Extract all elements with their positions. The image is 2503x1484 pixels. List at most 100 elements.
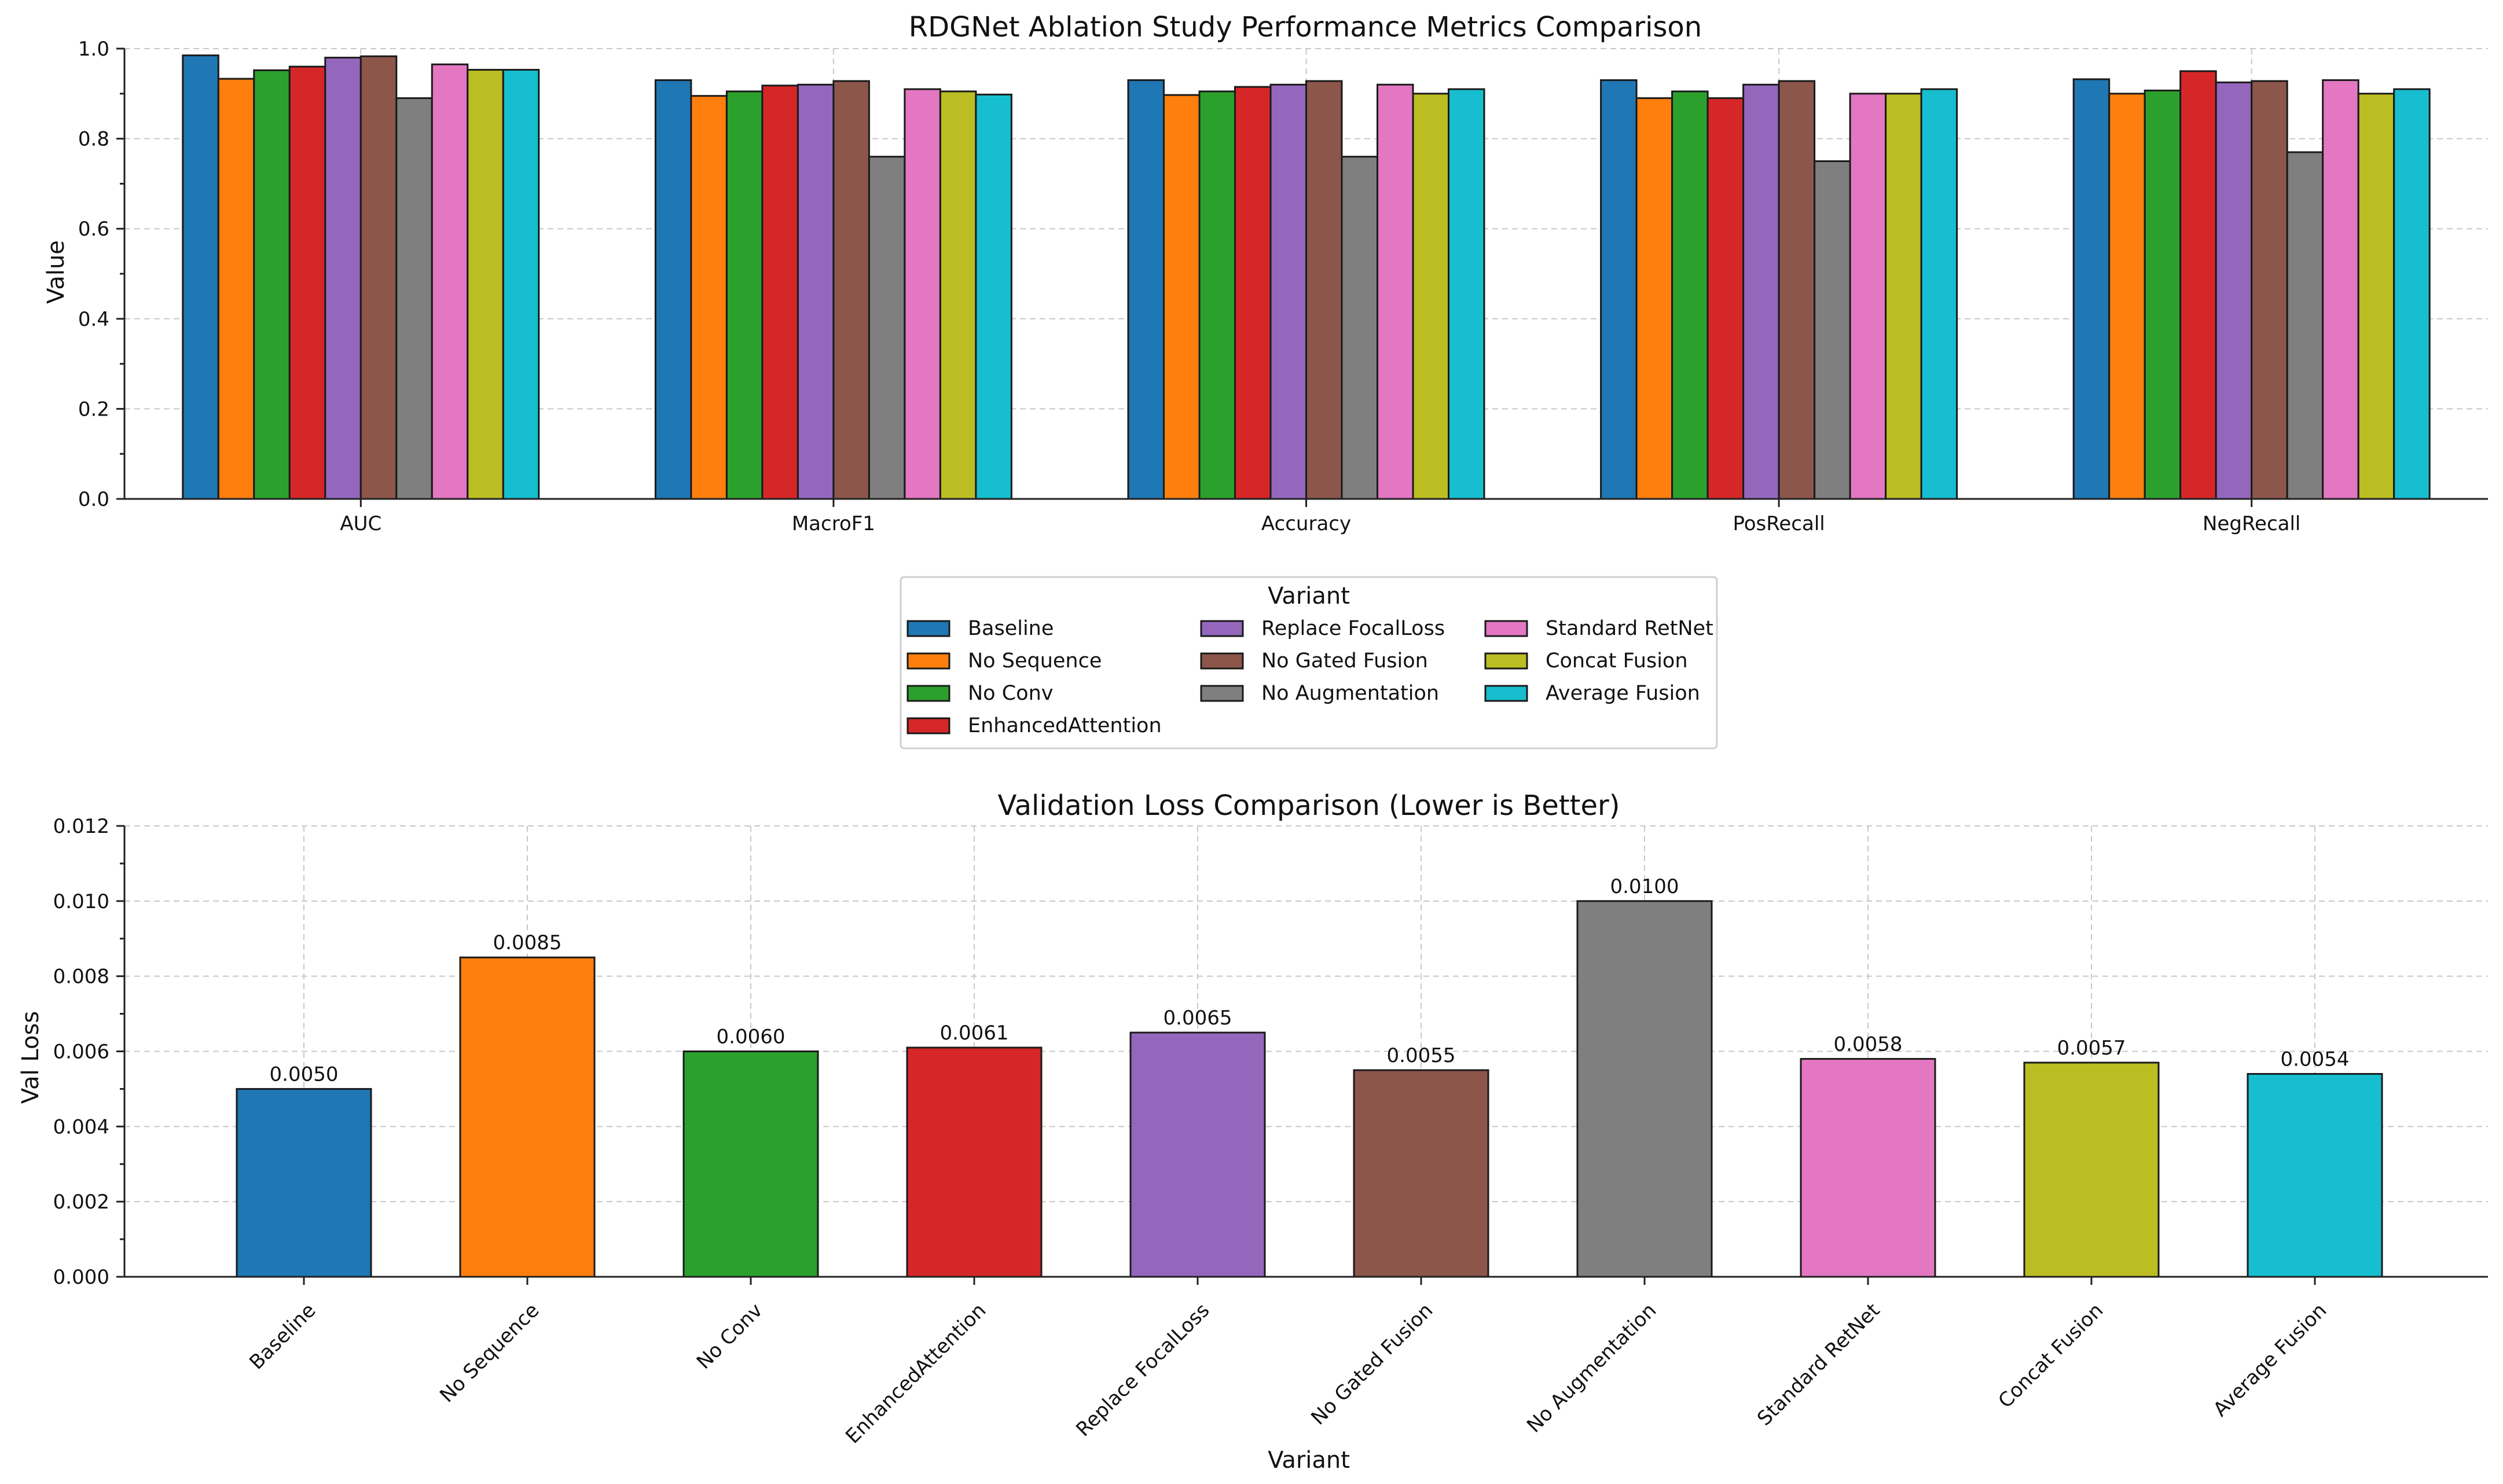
bar-macrof1-concat-fusion (939, 90, 977, 500)
bar-negrecall-no-sequence (2108, 93, 2146, 500)
bar-accuracy-enhancedattention (1234, 86, 1272, 500)
bar-auc-no-sequence (217, 78, 255, 500)
bar-posrecall-baseline (1600, 79, 1638, 500)
loss-y-tick-label: 0.000 (53, 1266, 109, 1289)
bar-accuracy-replace-focalloss (1269, 83, 1307, 500)
bar-negrecall-baseline (2072, 78, 2111, 500)
legend-swatch-no-sequence (906, 652, 950, 670)
legend-swatch-replace-focalloss (1200, 620, 1244, 637)
bar-accuracy-standard-retnet (1377, 83, 1414, 500)
bar-accuracy-baseline (1127, 79, 1165, 500)
metrics-x-tick-label: PosRecall (1733, 512, 1825, 535)
loss-x-tick-label: No Augmentation (1522, 1299, 1661, 1437)
loss-x-tick-label: EnhancedAttention (841, 1299, 990, 1448)
loss-bar-replace-focalloss (1129, 1031, 1266, 1278)
bar-auc-no-conv (253, 69, 291, 500)
bar-auc-replace-focalloss (324, 57, 362, 500)
bar-posrecall-no-conv (1671, 90, 1709, 500)
bar-macrof1-average-fusion (975, 93, 1012, 500)
loss-x-tick-label: Baseline (245, 1299, 320, 1374)
loss-bar-no-conv (682, 1050, 819, 1278)
legend-label-average-fusion: Average Fusion (1546, 682, 1700, 705)
bar-negrecall-no-conv (2144, 89, 2182, 500)
loss-x-tick-label: No Gated Fusion (1306, 1299, 1437, 1430)
bar-auc-average-fusion (502, 69, 540, 500)
bar-negrecall-concat-fusion (2357, 93, 2395, 500)
bar-macrof1-enhancedattention (761, 85, 799, 500)
metrics-chart: RDGNet Ablation Study Performance Metric… (43, 11, 2488, 535)
bar-accuracy-no-gated-fusion (1305, 80, 1343, 500)
legend-swatch-no-conv (906, 685, 950, 702)
metrics-x-tick-label: Accuracy (1261, 512, 1351, 535)
loss-value-label-replace-focalloss: 0.0065 (1164, 1007, 1232, 1030)
legend-swatch-baseline (906, 620, 950, 637)
loss-y-tick-label: 0.012 (53, 815, 109, 838)
bar-accuracy-no-sequence (1163, 94, 1201, 500)
legend: Variant Baseline No Sequence No Conv Enhanc… (900, 576, 1718, 750)
metrics-y-tick-label: 1.0 (78, 38, 109, 61)
bar-macrof1-baseline (654, 79, 692, 500)
loss-value-label-standard-retnet: 0.0058 (1834, 1033, 1903, 1056)
legend-title: Variant (1268, 583, 1350, 609)
bar-negrecall-no-augmentation (2286, 151, 2324, 500)
loss-x-tick-label: Standard RetNet (1753, 1299, 1884, 1430)
bar-macrof1-no-conv (725, 90, 764, 500)
loss-y-tick-label: 0.006 (53, 1041, 109, 1064)
loss-x-tick-label: Average Fusion (2209, 1299, 2332, 1421)
metrics-chart-title: RDGNet Ablation Study Performance Metric… (909, 11, 1702, 43)
legend-swatch-no-gated-fusion (1200, 652, 1244, 670)
loss-value-label-no-augmentation: 0.0100 (1610, 875, 1679, 898)
bar-posrecall-no-augmentation (1814, 160, 1851, 500)
legend-label-no-conv: No Conv (968, 682, 1053, 705)
loss-bar-baseline (236, 1088, 372, 1278)
loss-x-axis-label: Variant (1268, 1447, 1350, 1474)
loss-value-label-average-fusion: 0.0054 (2281, 1048, 2350, 1071)
bar-accuracy-no-conv (1198, 90, 1236, 500)
loss-y-tick-label: 0.010 (53, 890, 109, 913)
bar-auc-enhancedattention (288, 65, 326, 500)
loss-bar-no-sequence (459, 956, 596, 1278)
bar-posrecall-concat-fusion (1885, 93, 1922, 500)
bar-posrecall-replace-focalloss (1742, 83, 1780, 500)
bar-macrof1-no-gated-fusion (832, 80, 870, 500)
legend-frame (900, 576, 1718, 750)
bar-negrecall-average-fusion (2393, 88, 2431, 500)
bar-macrof1-no-augmentation (868, 156, 906, 500)
metrics-y-tick-label: 0.4 (78, 308, 109, 331)
loss-bar-no-augmentation (1576, 900, 1713, 1278)
loss-bar-enhancedattention (906, 1046, 1043, 1278)
bar-accuracy-no-augmentation (1341, 156, 1378, 500)
bar-macrof1-replace-focalloss (797, 83, 835, 500)
bar-negrecall-standard-retnet (2322, 79, 2359, 500)
bar-accuracy-concat-fusion (1412, 93, 1449, 500)
legend-swatch-concat-fusion (1484, 652, 1528, 670)
metrics-y-tick-label: 0.8 (78, 128, 109, 151)
metrics-x-tick-label: NegRecall (2203, 512, 2300, 535)
bar-posrecall-enhancedattention (1706, 97, 1745, 500)
metrics-y-tick-label: 0.2 (78, 398, 109, 421)
loss-y-tick-label: 0.004 (53, 1115, 109, 1138)
legend-label-no-gated-fusion: No Gated Fusion (1261, 649, 1428, 673)
bar-auc-no-augmentation (395, 97, 433, 500)
metrics-y-tick-label: 0.6 (78, 218, 109, 241)
metrics-y-axis-label: Value (43, 240, 69, 304)
loss-bar-average-fusion (2247, 1072, 2383, 1278)
bar-macrof1-standard-retnet (904, 88, 941, 500)
loss-y-tick-label: 0.008 (53, 965, 109, 989)
loss-y-axis-label: Val Loss (17, 1011, 44, 1104)
bar-posrecall-no-sequence (1635, 97, 1673, 500)
loss-x-tick-label: Concat Fusion (1994, 1299, 2108, 1413)
legend-label-standard-retnet: Standard RetNet (1546, 617, 1713, 640)
legend-label-no-sequence: No Sequence (968, 649, 1102, 673)
loss-bar-concat-fusion (2023, 1061, 2160, 1278)
bar-macrof1-no-sequence (690, 95, 728, 500)
loss-chart: Validation Loss Comparison (Lower is Bet… (17, 789, 2488, 1474)
loss-value-label-no-gated-fusion: 0.0055 (1387, 1044, 1456, 1067)
bar-negrecall-no-gated-fusion (2251, 80, 2288, 500)
legend-label-concat-fusion: Concat Fusion (1546, 649, 1688, 673)
bar-auc-standard-retnet (431, 63, 469, 500)
bar-negrecall-enhancedattention (2179, 70, 2217, 500)
loss-value-label-no-conv: 0.0060 (717, 1026, 786, 1049)
loss-x-tick-label: No Sequence (435, 1299, 544, 1407)
